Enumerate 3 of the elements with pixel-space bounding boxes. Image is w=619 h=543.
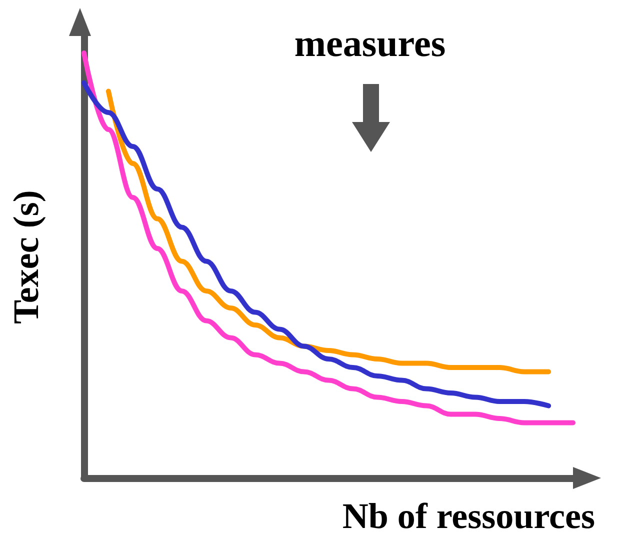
y-axis-title: Texec (s) (6, 190, 46, 324)
x-axis-title: Nb of ressources (342, 496, 595, 536)
annotation: measures (293, 22, 447, 66)
